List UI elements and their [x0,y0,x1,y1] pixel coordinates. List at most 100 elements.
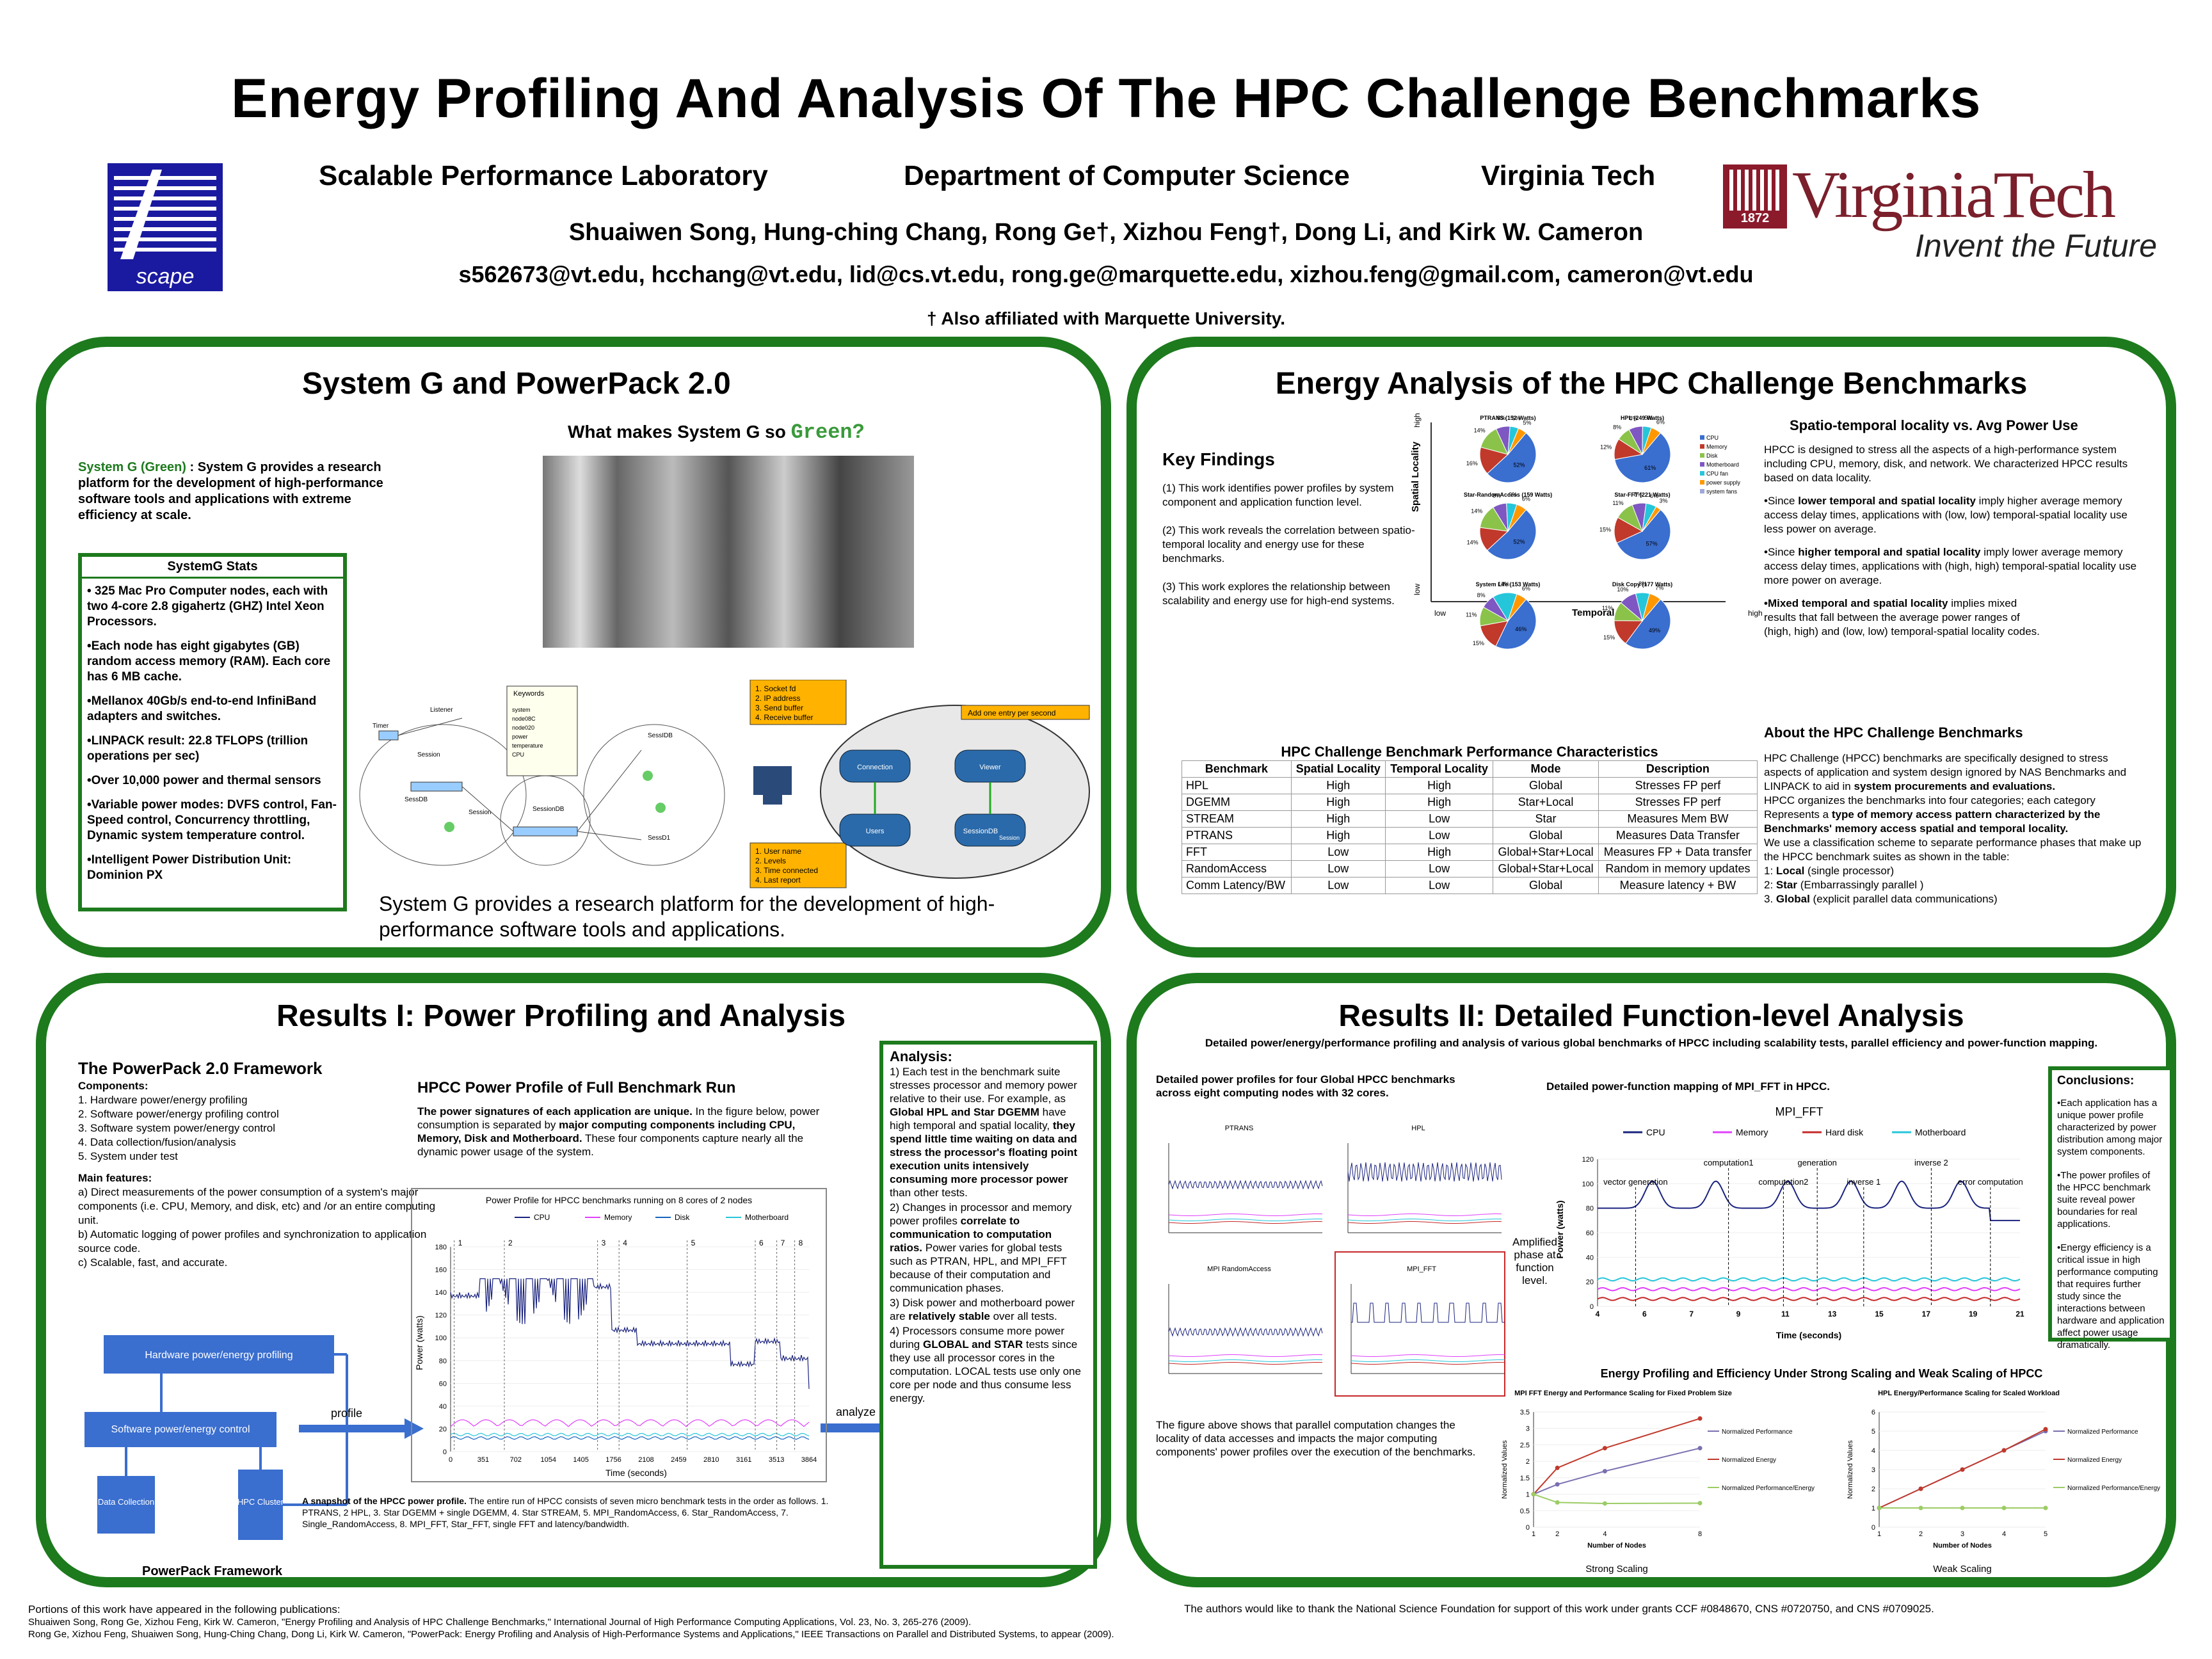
data-point [1602,1501,1607,1506]
y-axis-label: Normalized Values [1847,1440,1854,1499]
legend-swatch [1700,489,1704,493]
phase-label: 2 [508,1238,513,1247]
legend-swatch [1700,471,1704,476]
data-point [1918,1486,1923,1491]
kw-item: temperature [512,742,543,749]
y-tick-label: 100 [1582,1180,1594,1188]
yellow-item: 3. Send buffer [755,703,803,712]
data-point [1602,1446,1607,1451]
mid-chart-title: Detailed power-function mapping of MPI_F… [1546,1080,1830,1093]
y-tick-label: 180 [435,1244,447,1251]
small-chart-title: MPI RandomAccess [1207,1265,1271,1273]
axis-x-low: low [1434,609,1446,618]
component-item: 5. System under test [78,1150,178,1162]
table-row: FFT Low High Global+Star+Local Measures FP +… [1182,844,1758,861]
y-tick-label: 40 [439,1403,447,1411]
component-item: 1. Hardware power/energy profiling [78,1094,248,1106]
pie-value: 15% [1603,634,1615,641]
table-cell: High [1290,777,1386,794]
publication-item: Shuaiwen Song, Rong Ge, Xizhou Feng, Kir… [28,1617,972,1628]
pie-value: 5% [1644,415,1653,421]
component-line [1168,1221,1323,1224]
stat-item: •Each node has eight gigabytes (GB) rand… [87,639,331,684]
table-cell: RandomAccess [1182,860,1292,878]
x-tick-label: 4 [2002,1530,2006,1538]
table-cell: Star+Local [1493,794,1599,811]
kw-item: CPU [512,751,524,758]
scape-logo: scape [108,163,223,291]
y-tick-label: 140 [435,1289,447,1297]
stat-item: •Intelligent Power Distribution Unit: Do… [87,853,292,882]
x-tick-label: 21 [2016,1310,2024,1318]
pie-title: PTRANS (152 Watts) [1480,415,1535,421]
legend-swatch [1700,453,1704,458]
strong-scaling-chart: MPI FFT Energy and Performance Scaling f… [1495,1386,1828,1578]
legend-entry: Normalized Performance [1722,1429,1793,1436]
analysis-item: 4) Processors consume more power during … [890,1325,1081,1404]
pie-slice [1486,509,1537,560]
table-cell: High [1290,810,1386,828]
legend-entry: Memory [1706,444,1727,450]
table-cell: DGEMM [1182,794,1292,811]
framework-title: The PowerPack 2.0 Framework [78,1059,323,1078]
left-chart-title: Detailed power profiles for four Global … [1156,1073,1455,1099]
y-tick-label: 1 [1526,1491,1530,1499]
series-line-disk [450,1436,810,1440]
table-cell: Global [1493,827,1599,844]
component-line [1350,1359,1505,1362]
pie-value: 8% [1613,424,1621,430]
series-line-cpu [450,1278,810,1390]
small-chart-grid: PTRANS HPL MPI RandomAccess MPI_FFT [1150,1111,1508,1399]
panel-title: Results I: Power Profiling and Analysis [276,999,846,1033]
legend-entry: Disk [1706,453,1718,459]
diag-label: SessionDB [533,806,565,813]
legend-swatch [1700,435,1704,440]
legend-entry: Motherboard [1706,461,1739,468]
data-point [1877,1505,1882,1511]
author-list: Shuaiwen Song, Hung-ching Chang, Rong Ge… [568,219,1644,246]
conclusion-item: •Energy efficiency is a critical issue i… [2057,1242,2165,1350]
pie-slice [1495,598,1537,650]
yellow-item: 1. Socket fd [755,684,796,693]
x-tick-label: 1405 [573,1456,588,1464]
x-tick-label: 3513 [769,1456,784,1464]
pie-title: Star-FFT (221 Watts) [1614,492,1670,498]
component-line [1347,1214,1502,1216]
power-profile-chart: Power Profile for HPCC benchmarks runnin… [411,1188,827,1482]
y-tick-label: 5 [1871,1428,1875,1436]
vt-wordmark: VirginiaTech [1792,158,2116,232]
pie-value: 16% [1466,460,1478,467]
x-tick-label: 17 [1922,1310,1931,1318]
y-tick-label: 0 [1871,1524,1875,1532]
phase-annotation: vector generation [1603,1177,1667,1187]
systemg-stats-box: SystemG Stats • 325 Mac Pro Computer nod… [78,553,347,911]
small-chart-title: MPI_FFT [1407,1265,1436,1273]
table-row: RandomAccess Low Low Global+Star+Local Rando… [1182,860,1758,878]
pie-value: 14% [1467,539,1479,545]
component-line [1168,1219,1323,1221]
y-axis-label: Power (watts) [414,1315,424,1370]
key-findings-title: Key Findings [1162,449,1275,469]
x-tick-label: 3 [1960,1530,1964,1538]
pie-slice [1642,427,1662,455]
pie-value: 61% [1644,465,1656,471]
pie-slice [1479,447,1509,474]
vt-logo: 1872 VirginiaTech Invent the Future [1723,157,2184,266]
stats-title: SystemG Stats [82,557,343,579]
x-tick-label: 1 [1877,1530,1881,1538]
profile-label: profile [331,1407,363,1420]
node-label: Connection [857,764,893,771]
question-heading: What makes System G so Green? [568,421,865,444]
small-power-chart: MPI RandomAccess [1168,1265,1323,1374]
univ-name: Virginia Tech [1481,160,1656,191]
pie-value: 11% [1602,605,1613,611]
table-cell: FFT [1182,844,1292,861]
pie-value: 6% [1522,495,1530,502]
table-cell: Low [1384,810,1494,828]
x-tick-label: 3864 [801,1456,817,1464]
yellow-item: 1. User name [755,847,801,856]
table-header: Spatial Locality [1290,760,1386,778]
table-cell: High [1384,844,1494,861]
analysis-item: 1) Each test in the benchmark suite stre… [890,1066,1078,1199]
pie-value: 52% [1513,539,1525,545]
